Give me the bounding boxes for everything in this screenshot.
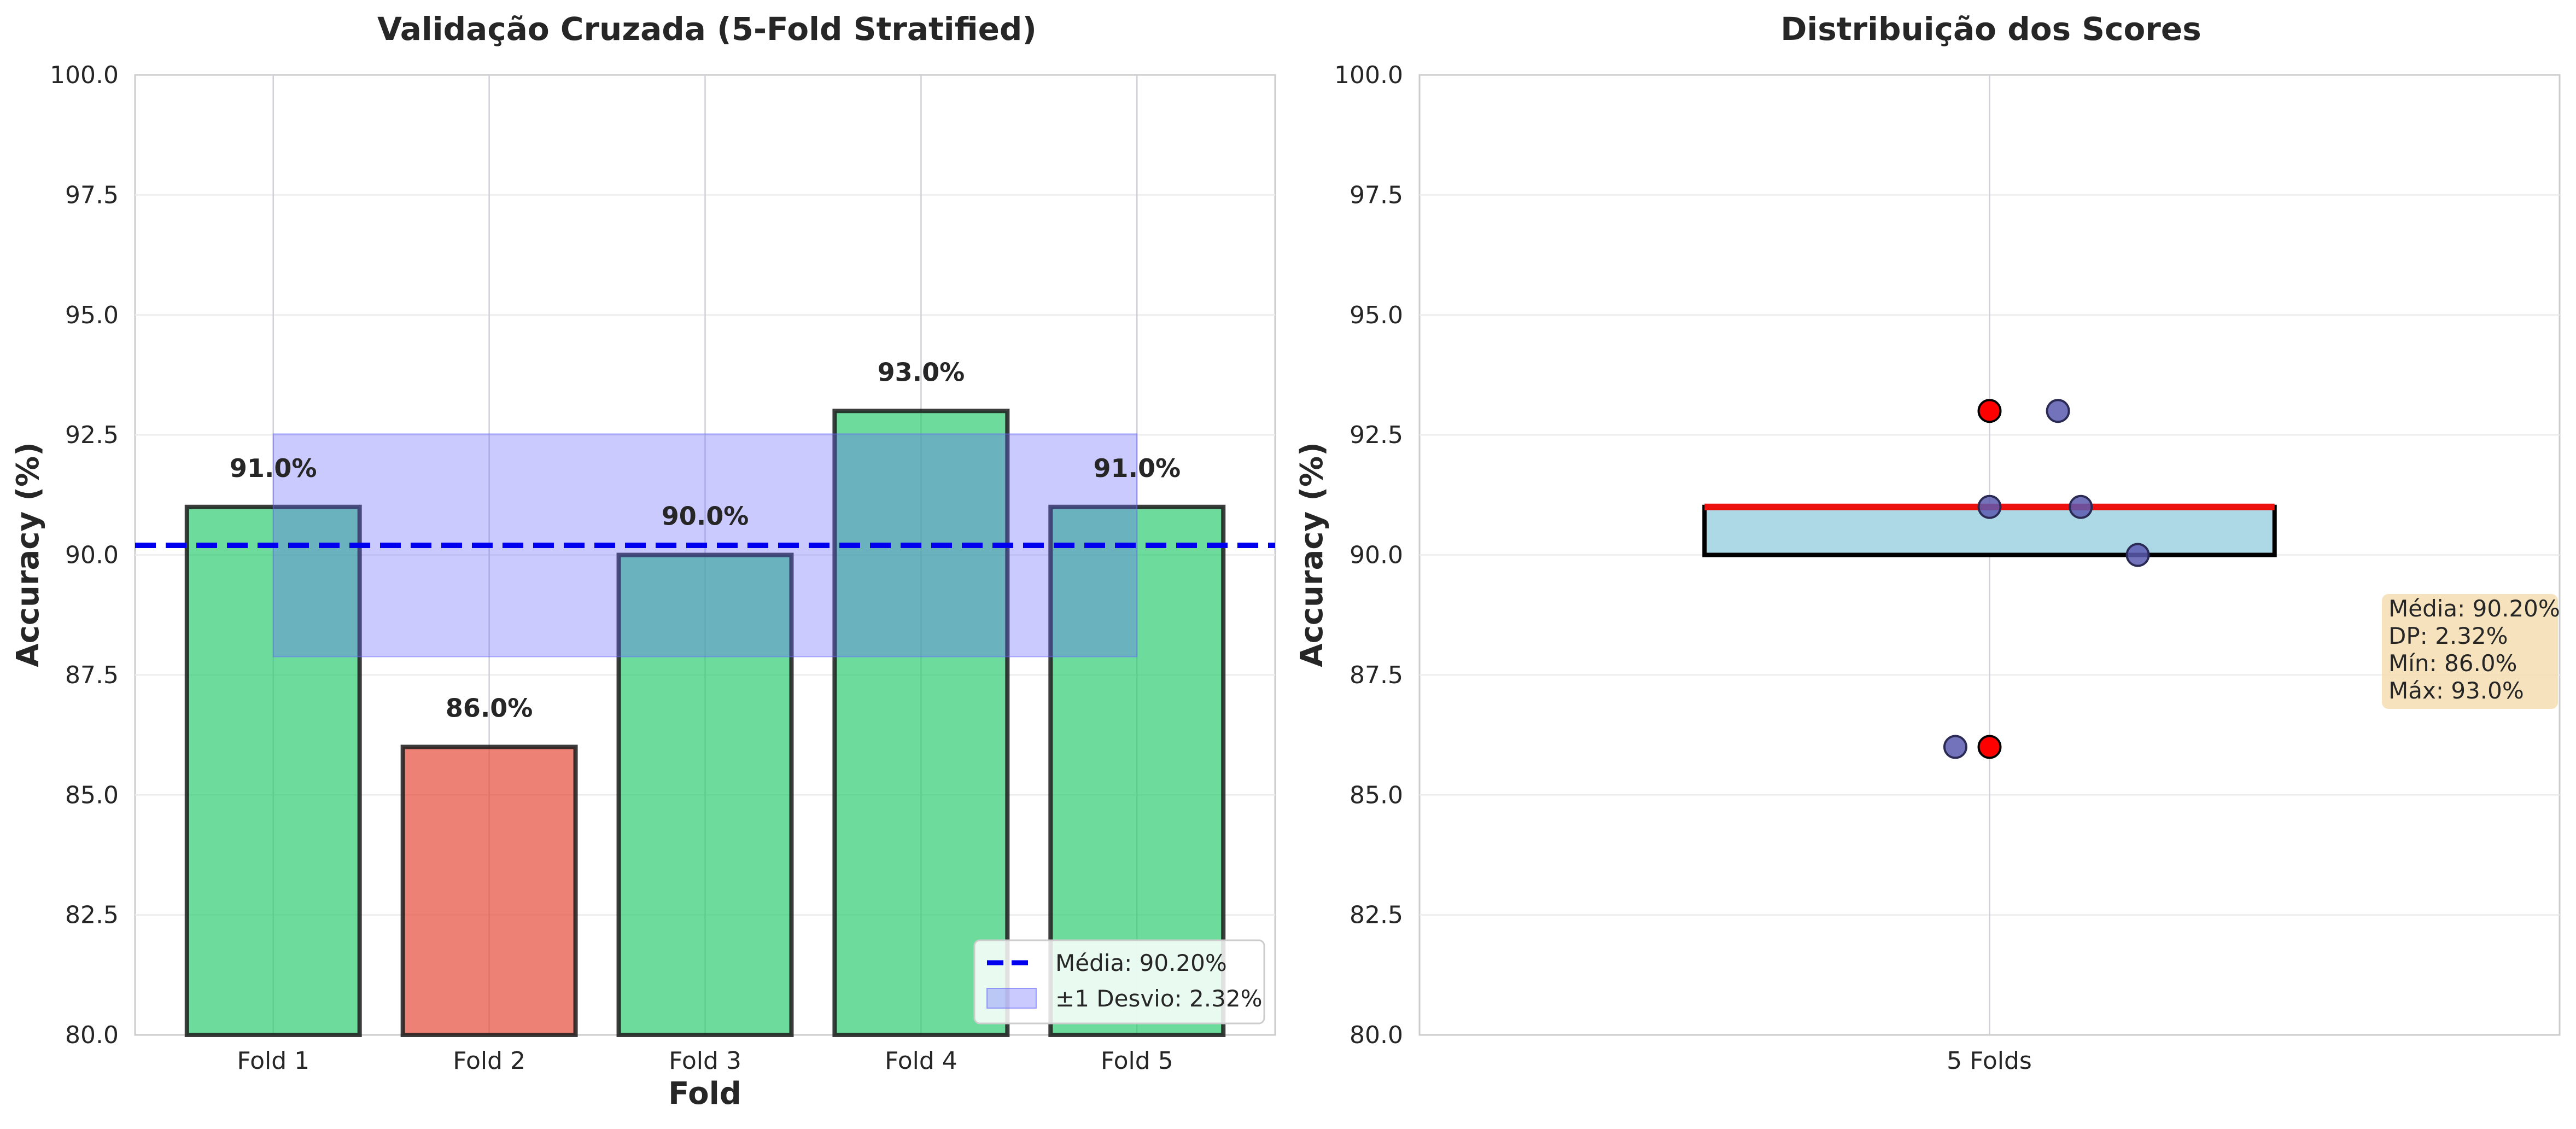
outlier-point (1977, 735, 2002, 759)
left-y-tick-label: 100.0 (50, 61, 119, 89)
fold-score-point (2125, 543, 2150, 567)
bar-fold-2 (400, 744, 578, 1037)
bar-value-label: 91.0% (230, 453, 317, 483)
mean-line-layer (135, 433, 1275, 657)
left-x-ticks: Fold 1 Fold 2 Fold 3 Fold 4 Fold 5 (237, 1047, 1173, 1075)
legend-frame (973, 939, 1265, 1025)
cv-bar-chart: Validação Cruzada (5-Fold Stratified) 91… (10, 10, 1276, 1111)
right-y-tick-label: 82.5 (1350, 901, 1403, 929)
left-x-tick-label: Fold 1 (237, 1047, 309, 1075)
bar-value-label: 93.0% (878, 357, 965, 387)
left-y-tick-label: 87.5 (65, 661, 119, 689)
box-iqr (1702, 504, 2277, 557)
points-layer (1943, 399, 2150, 759)
left-x-axis-label: Fold (668, 1076, 741, 1111)
stats-box-frame (2382, 594, 2558, 709)
bar-value-labels: 91.0% 86.0% 90.0% 93.0% 91.0% (230, 357, 1181, 723)
legend-mean-label: Média: 90.20% (1055, 950, 1227, 976)
distribution-box-plot: Distribuição dos Scores 80.0 82.5 85.0 87.5… (1294, 10, 2561, 1075)
left-x-tick-label: Fold 2 (453, 1047, 525, 1075)
left-y-tick-label: 85.0 (65, 781, 119, 809)
right-x-tick-label: 5 Folds (1947, 1047, 2032, 1075)
stats-box: Média: 90.20% DP: 2.32% Mín: 86.0% Máx: … (2382, 594, 2560, 709)
left-y-tick-label: 95.0 (65, 301, 119, 329)
fold-score-point (1943, 735, 1967, 759)
right-y-tick-label: 87.5 (1350, 661, 1403, 689)
left-y-tick-label: 92.5 (65, 421, 119, 449)
right-y-tick-label: 92.5 (1350, 421, 1403, 449)
right-chart-title: Distribuição dos Scores (1780, 10, 2201, 48)
left-chart-title: Validação Cruzada (5-Fold Stratified) (377, 10, 1037, 48)
right-y-tick-label: 95.0 (1350, 301, 1403, 329)
fold-score-point (1977, 494, 2002, 519)
right-y-tick-label: 100.0 (1334, 61, 1403, 89)
left-y-ticks: 80.0 82.5 85.0 87.5 90.0 92.5 95.0 97.5 100.0 (50, 61, 119, 1049)
box-layer (1702, 503, 2277, 557)
left-x-tick-label: Fold 5 (1101, 1047, 1173, 1075)
legend: Média: 90.20% ±1 Desvio: 2.32% (973, 939, 1265, 1025)
bar-value-label: 86.0% (446, 694, 533, 723)
left-y-axis-label: Accuracy (%) (10, 442, 46, 667)
bar-fold-4 (832, 409, 1010, 1037)
right-y-tick-label: 85.0 (1350, 781, 1403, 809)
left-y-tick-label: 90.0 (65, 542, 119, 569)
right-y-axis-label: Accuracy (%) (1294, 442, 1330, 667)
right-y-ticks: 80.0 82.5 85.0 87.5 90.0 92.5 95.0 97.5 100.0 (1334, 61, 1403, 1049)
legend-band-swatch (986, 988, 1037, 1009)
left-y-tick-label: 97.5 (65, 181, 119, 209)
legend-band-label: ±1 Desvio: 2.32% (1055, 985, 1262, 1012)
right-y-tick-label: 80.0 (1350, 1021, 1403, 1049)
bar-fold-3 (616, 552, 794, 1037)
outlier-point (1977, 399, 2002, 423)
stats-mean: Média: 90.20% (2388, 595, 2560, 622)
stats-max: Máx: 93.0% (2388, 677, 2524, 704)
right-y-tick-label: 97.5 (1350, 181, 1403, 209)
bar-value-label: 91.0% (1093, 453, 1181, 483)
left-x-tick-label: Fold 4 (885, 1047, 957, 1075)
fold-score-point (2046, 399, 2070, 423)
fold-score-point (2069, 494, 2093, 519)
stats-std: DP: 2.32% (2388, 622, 2508, 649)
left-y-tick-label: 80.0 (65, 1021, 119, 1049)
stats-min: Mín: 86.0% (2388, 650, 2517, 677)
left-x-tick-label: Fold 3 (669, 1047, 741, 1075)
right-y-tick-label: 90.0 (1350, 542, 1403, 569)
bar-value-label: 90.0% (662, 502, 749, 531)
left-y-tick-label: 82.5 (65, 901, 119, 929)
